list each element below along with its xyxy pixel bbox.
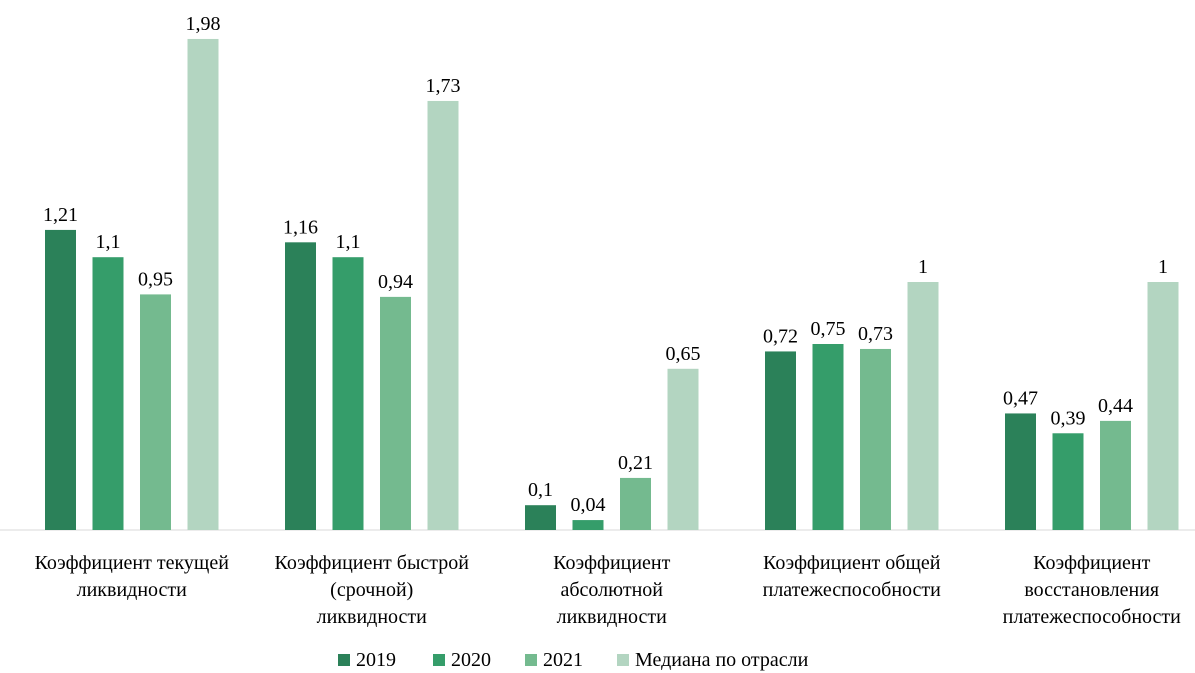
category-label-0-0: Коэффициент текущей bbox=[35, 552, 230, 574]
data-label-3-2: 0,73 bbox=[858, 323, 893, 345]
bar-1-0 bbox=[285, 242, 316, 530]
bar-2-3 bbox=[667, 368, 699, 530]
category-label-2-1: абсолютной bbox=[561, 579, 664, 601]
category-label-4-2: платежеспособности bbox=[1003, 606, 1182, 628]
data-label-1-1: 1,1 bbox=[336, 231, 361, 253]
data-label-4-3: 1 bbox=[1158, 256, 1168, 278]
legend-label-3: Медиана по отрасли bbox=[635, 649, 809, 671]
bar-3-3 bbox=[907, 282, 939, 530]
bar-2-2 bbox=[620, 477, 651, 530]
category-label-3-1: платежеспособности bbox=[763, 579, 942, 601]
bar-3-0 bbox=[765, 351, 796, 530]
data-label-1-2: 0,94 bbox=[378, 271, 413, 293]
data-label-3-1: 0,75 bbox=[811, 318, 846, 340]
data-label-2-2: 0,21 bbox=[618, 452, 653, 474]
data-label-4-2: 0,44 bbox=[1098, 395, 1133, 417]
category-label-3-0: Коэффициент общей bbox=[763, 552, 941, 574]
legend: 2019 2020 2021 Медиана по отрасли bbox=[338, 649, 809, 671]
bar-3-2 bbox=[860, 348, 891, 530]
data-label-0-3: 1,98 bbox=[186, 13, 221, 35]
category-label-2-0: Коэффициент bbox=[553, 552, 671, 574]
legend-swatch-3 bbox=[617, 654, 629, 666]
category-label-1-2: ликвидности bbox=[317, 606, 428, 628]
bar-0-1 bbox=[92, 257, 124, 530]
bar-3-1 bbox=[812, 344, 844, 530]
legend-label-2: 2021 bbox=[543, 649, 583, 671]
data-label-2-1: 0,04 bbox=[571, 494, 606, 516]
data-label-4-0: 0,47 bbox=[1003, 387, 1038, 409]
bar-2-0 bbox=[525, 505, 556, 530]
category-labels-group: Коэффициент текущей ликвидности Коэффициен… bbox=[35, 552, 1182, 628]
category-label-1-0: Коэффициент быстрой bbox=[275, 552, 470, 574]
legend-swatch-1 bbox=[433, 654, 445, 666]
data-label-4-1: 0,39 bbox=[1051, 407, 1086, 429]
category-label-2-2: ликвидности bbox=[557, 606, 668, 628]
data-label-2-0: 0,1 bbox=[528, 479, 553, 501]
data-label-1-0: 1,16 bbox=[283, 216, 318, 238]
data-label-1-3: 1,73 bbox=[426, 75, 461, 97]
category-label-0-1: ликвидности bbox=[77, 579, 188, 601]
data-label-0-1: 1,1 bbox=[96, 231, 121, 253]
data-labels-group: 1,21 1,1 0,95 1,98 1,16 1,1 0,94 1,73 0,1 0,04 0,2… bbox=[43, 13, 1168, 516]
data-label-0-0: 1,21 bbox=[43, 204, 78, 226]
bar-1-3 bbox=[427, 100, 459, 531]
bar-0-3 bbox=[187, 38, 219, 531]
legend-label-0: 2019 bbox=[356, 649, 396, 671]
data-label-0-2: 0,95 bbox=[138, 268, 173, 290]
bar-0-2 bbox=[140, 294, 171, 530]
bar-0-0 bbox=[45, 229, 76, 531]
category-label-1-1: (срочной) bbox=[330, 579, 413, 601]
data-label-3-0: 0,72 bbox=[763, 325, 798, 347]
data-label-2-3: 0,65 bbox=[666, 343, 701, 365]
bars-group bbox=[45, 38, 1179, 531]
bar-4-1 bbox=[1052, 433, 1084, 530]
bar-1-2 bbox=[380, 296, 411, 530]
legend-label-1: 2020 bbox=[451, 649, 491, 671]
bar-4-2 bbox=[1100, 420, 1131, 530]
bar-4-0 bbox=[1005, 413, 1036, 530]
bar-4-3 bbox=[1147, 282, 1179, 530]
legend-swatch-0 bbox=[338, 654, 350, 666]
category-label-4-0: Коэффициент bbox=[1033, 552, 1151, 574]
bar-1-1 bbox=[332, 257, 364, 530]
category-label-4-1: восстановления bbox=[1024, 579, 1159, 601]
data-label-3-3: 1 bbox=[918, 256, 928, 278]
legend-swatch-2 bbox=[525, 654, 537, 666]
bar-2-1 bbox=[572, 520, 604, 530]
